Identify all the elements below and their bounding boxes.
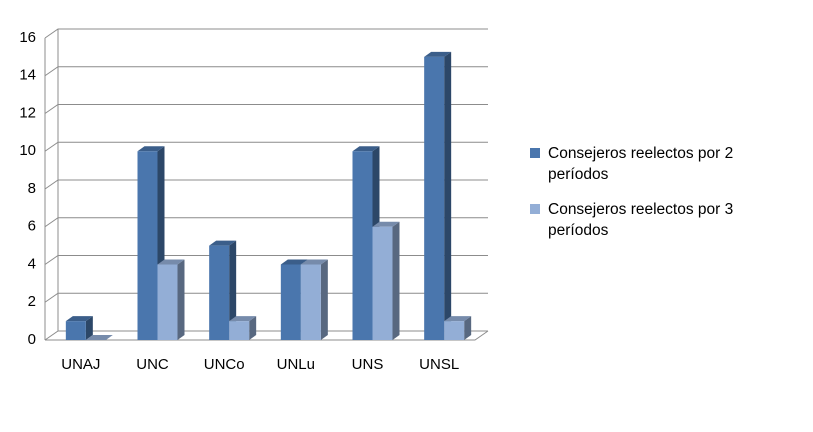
legend-swatch — [530, 204, 540, 214]
y-tick-label: 4 — [28, 255, 36, 272]
bar-front — [280, 264, 301, 340]
bar — [85, 335, 113, 340]
bar-front — [157, 264, 178, 340]
bar-front — [65, 321, 86, 340]
y-tick-label: 8 — [28, 180, 36, 197]
bar-side — [320, 259, 328, 340]
x-tick-label: UNS — [352, 356, 384, 373]
bar-top — [209, 240, 237, 246]
bar-top — [372, 221, 400, 227]
x-tick-label: UNCo — [204, 356, 245, 373]
bar-top — [137, 146, 165, 152]
bar-front — [424, 56, 445, 340]
y-tick-label: 14 — [19, 67, 36, 84]
floor — [45, 330, 489, 341]
bar-front — [352, 151, 373, 340]
bar — [229, 316, 257, 340]
y-tick-label: 10 — [19, 142, 36, 159]
legend-label: Consejeros reelectos por 2 períodos — [548, 145, 734, 183]
bar-side — [177, 259, 185, 340]
legend: Consejeros reelectos por 2 períodos Conse… — [530, 143, 790, 255]
grid-line — [44, 255, 488, 265]
bar-side — [464, 316, 472, 340]
bar — [424, 51, 452, 340]
legend-label: Consejeros reelectos por 3 períodos — [548, 201, 734, 239]
grid-line — [44, 217, 488, 228]
grid-line — [44, 292, 488, 303]
grid-line — [44, 179, 488, 190]
bar — [444, 316, 472, 340]
legend-swatch — [530, 148, 540, 158]
bar — [65, 316, 93, 340]
bar-top — [157, 259, 185, 265]
y-tick-label: 6 — [28, 218, 36, 235]
y-tick-label: 0 — [28, 331, 36, 348]
x-tick-label: UNC — [136, 356, 169, 373]
x-tick-label: UNLu — [277, 356, 315, 373]
bar-top — [444, 316, 472, 322]
bar-front — [372, 226, 393, 340]
bar — [372, 221, 400, 340]
y-tick-label: 16 — [19, 29, 36, 46]
bar-side — [392, 221, 400, 340]
bar-top — [85, 335, 113, 340]
bar-top — [280, 259, 308, 265]
bar-top — [65, 316, 93, 322]
grid-line — [44, 66, 488, 77]
bar-side — [229, 240, 237, 340]
bar-top — [300, 259, 328, 265]
bar-front — [444, 321, 465, 340]
bar-front — [137, 151, 158, 340]
bar-front — [209, 245, 230, 340]
bar-front — [229, 321, 250, 340]
bar-side — [85, 316, 93, 340]
grid-line — [44, 141, 488, 152]
bar-front — [300, 264, 321, 340]
legend-item: Consejeros reelectos por 3 períodos — [530, 199, 790, 241]
x-tick-label: UNAJ — [61, 356, 100, 373]
x-tick-label: UNSL — [419, 356, 459, 373]
bar — [209, 240, 237, 340]
y-tick-label: 2 — [28, 293, 36, 310]
bar-side — [249, 316, 257, 340]
bar — [300, 259, 328, 340]
grid-line — [44, 104, 488, 114]
y-tick-label: 12 — [19, 104, 36, 121]
bar-top — [229, 316, 257, 322]
legend-item: Consejeros reelectos por 2 períodos — [530, 143, 790, 185]
bar-top — [424, 51, 452, 57]
bar — [157, 259, 185, 340]
bar-top — [352, 146, 380, 152]
grid-line — [44, 28, 488, 39]
bar-side — [444, 51, 452, 340]
